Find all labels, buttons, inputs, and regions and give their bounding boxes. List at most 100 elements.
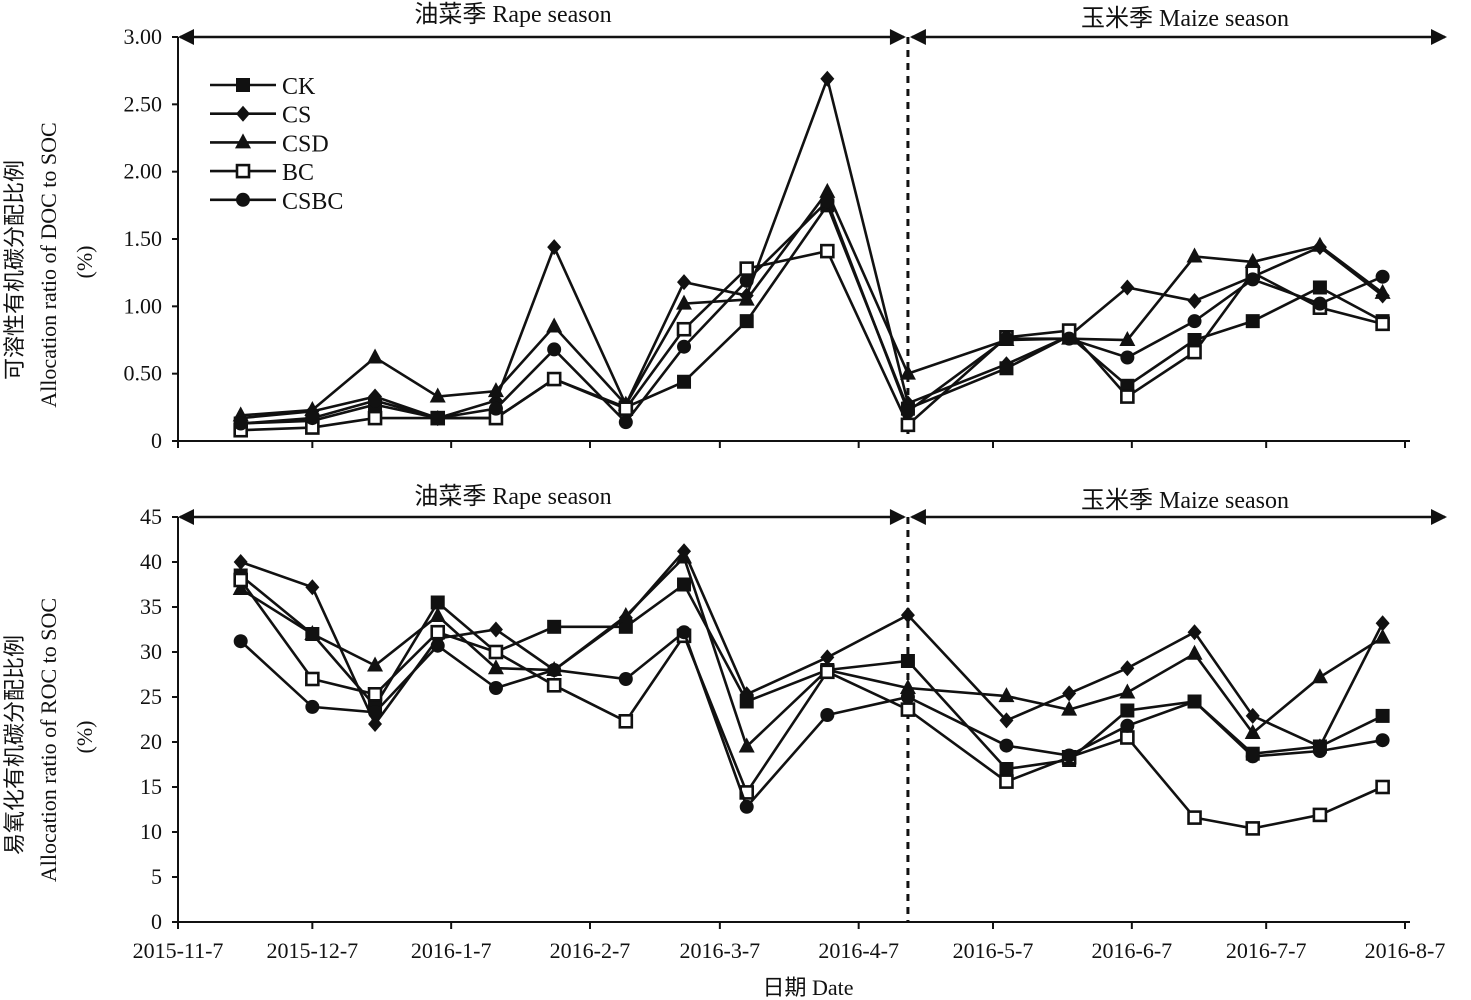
x-axis-label: 日期 Date [762, 975, 853, 1000]
data-point-csbc [488, 401, 503, 416]
series-line-cs [240, 74, 1384, 420]
data-point-csbc [820, 708, 835, 722]
data-point-cs [368, 716, 383, 732]
data-point-cs [739, 686, 754, 703]
data-point-csd [1311, 236, 1328, 252]
data-point-csbc [233, 416, 248, 431]
data-point-bc [618, 401, 634, 416]
x-tick-label: 2016-7-7 [1226, 938, 1307, 963]
data-point-bc [900, 417, 916, 433]
data-point-bc [820, 243, 835, 259]
legend-marker-ck-icon [236, 78, 250, 92]
data-point-bc [488, 644, 504, 660]
x-tick-label: 2016-4-7 [818, 938, 899, 963]
y-tick-label: 30 [140, 639, 162, 664]
data-point-csd [232, 580, 249, 595]
data-point-csbc [1375, 733, 1390, 748]
series-line-csd [240, 555, 1384, 749]
series-line-ck [240, 202, 1384, 425]
data-point-ck [999, 762, 1014, 776]
legend-marker-csbc-icon [236, 192, 250, 207]
data-point-csd [617, 607, 634, 622]
data-point-csbc [677, 339, 692, 354]
series-line-cs [240, 548, 1384, 749]
x-tick-label: 2015-12-7 [267, 938, 359, 963]
data-point-bc [999, 774, 1014, 789]
data-point-ck [739, 314, 754, 329]
legend-label-cs: CS [282, 103, 311, 129]
data-point-csd [998, 687, 1015, 703]
arrow-head-icon [889, 509, 906, 525]
legend-marker-bc-icon [235, 163, 251, 179]
data-point-csbc [900, 690, 915, 704]
y-tick-label: 0 [151, 909, 162, 934]
data-point-csbc [1312, 744, 1327, 758]
data-point-bc [1120, 389, 1135, 404]
y-tick-label: 0.50 [124, 361, 163, 386]
series-line-csbc [239, 630, 1383, 810]
data-point-cs [820, 70, 835, 87]
data-point-bc [430, 624, 446, 640]
data-point-ck [677, 577, 692, 592]
arrow-head-icon [1431, 509, 1447, 525]
data-point-csbc [1062, 331, 1077, 346]
data-point-cs [233, 554, 248, 570]
data-point-csd [304, 401, 321, 417]
data-point-cs [1120, 279, 1135, 296]
data-point-cs [1187, 624, 1202, 641]
y-tick-label: 1.50 [124, 226, 163, 251]
data-point-csbc [305, 411, 320, 426]
data-point-bc [618, 713, 634, 729]
data-point-csbc [739, 273, 754, 288]
data-point-csd [487, 659, 504, 675]
y-axis-label-bottom: Allocation ratio of ROC to SOC [36, 598, 61, 882]
x-tick-label: 2015-11-7 [133, 938, 224, 963]
data-point-csbc [1312, 296, 1327, 311]
data-point-csbc [1375, 269, 1390, 284]
legend-marker-csd-icon [235, 133, 251, 149]
data-point-cs [820, 649, 835, 666]
data-point-csd [899, 364, 916, 380]
data-point-ck [1187, 333, 1202, 347]
y-tick-label: 5 [151, 864, 162, 889]
data-point-cs [677, 274, 692, 291]
data-point-csbc [547, 342, 562, 357]
data-point-csbc [1062, 748, 1077, 763]
data-point-csbc [900, 404, 915, 419]
series-line-bc [240, 249, 1383, 432]
data-point-csd [738, 737, 755, 753]
arrow-head-icon [178, 29, 194, 45]
season-label-maize-top: 玉米季 Maize season [1081, 5, 1289, 32]
data-point-csbc [1245, 272, 1260, 287]
data-point-bc [1375, 316, 1390, 332]
data-point-csd [738, 290, 755, 306]
data-point-bc [676, 321, 692, 337]
data-point-csd [1061, 700, 1078, 716]
data-point-csd [1186, 247, 1203, 263]
data-point-csbc [1187, 694, 1202, 709]
data-point-bc [367, 686, 383, 702]
data-point-bc [1312, 807, 1328, 823]
y-tick-label: 15 [140, 774, 162, 799]
arrow-head-icon [178, 509, 194, 525]
data-point-csd [1119, 331, 1136, 346]
series-line-csbc [240, 198, 1384, 425]
data-point-csd [429, 607, 446, 622]
data-point-csd [304, 625, 321, 640]
data-point-ck [1120, 703, 1135, 718]
y-axis-label-top: Allocation ratio of DOC to SOC [36, 122, 61, 407]
data-point-csbc [739, 799, 754, 814]
data-point-csd [1374, 283, 1391, 299]
data-point-csd [1311, 668, 1328, 684]
series-line-bc [239, 579, 1384, 830]
data-point-ck [618, 619, 633, 634]
data-point-bc [1120, 730, 1135, 745]
data-point-ck [1245, 314, 1260, 329]
y-axis-unit-top: (%) [72, 246, 97, 279]
data-point-ck [677, 374, 692, 389]
data-point-cs [1375, 615, 1390, 632]
data-point-csd [546, 317, 563, 333]
data-point-cs [1187, 292, 1202, 309]
data-point-csbc [430, 411, 445, 426]
data-point-cs [1120, 660, 1135, 677]
